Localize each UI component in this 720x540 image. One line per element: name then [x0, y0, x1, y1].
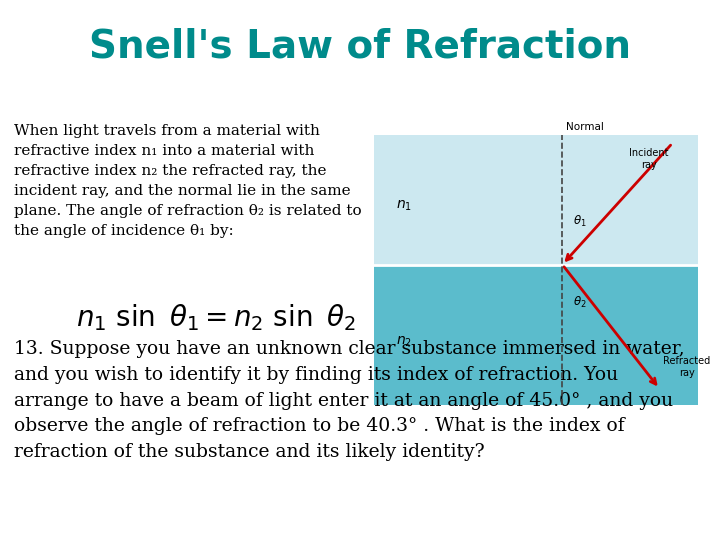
- Text: Refracted
ray: Refracted ray: [663, 356, 711, 378]
- Bar: [374, 265, 698, 405]
- Text: When light travels from a material with
refractive index n₁ into a material with: When light travels from a material with …: [14, 124, 362, 239]
- Text: Snell's Law of Refraction: Snell's Law of Refraction: [89, 27, 631, 65]
- Text: $\theta_2$: $\theta_2$: [573, 295, 587, 310]
- Text: $n_1 \ \sin \ \theta_1 = n_2 \ \sin \ \theta_2$: $n_1 \ \sin \ \theta_1 = n_2 \ \sin \ \t…: [76, 302, 356, 333]
- Text: $n_2$: $n_2$: [396, 335, 412, 349]
- Bar: [374, 135, 698, 265]
- Text: $\theta_1$: $\theta_1$: [573, 214, 587, 229]
- Text: $n_1$: $n_1$: [396, 199, 412, 213]
- Text: 13. Suppose you have an unknown clear substance immersed in water,
and you wish : 13. Suppose you have an unknown clear su…: [14, 340, 685, 461]
- Text: Normal: Normal: [566, 122, 604, 132]
- Text: Incident
ray: Incident ray: [629, 148, 669, 170]
